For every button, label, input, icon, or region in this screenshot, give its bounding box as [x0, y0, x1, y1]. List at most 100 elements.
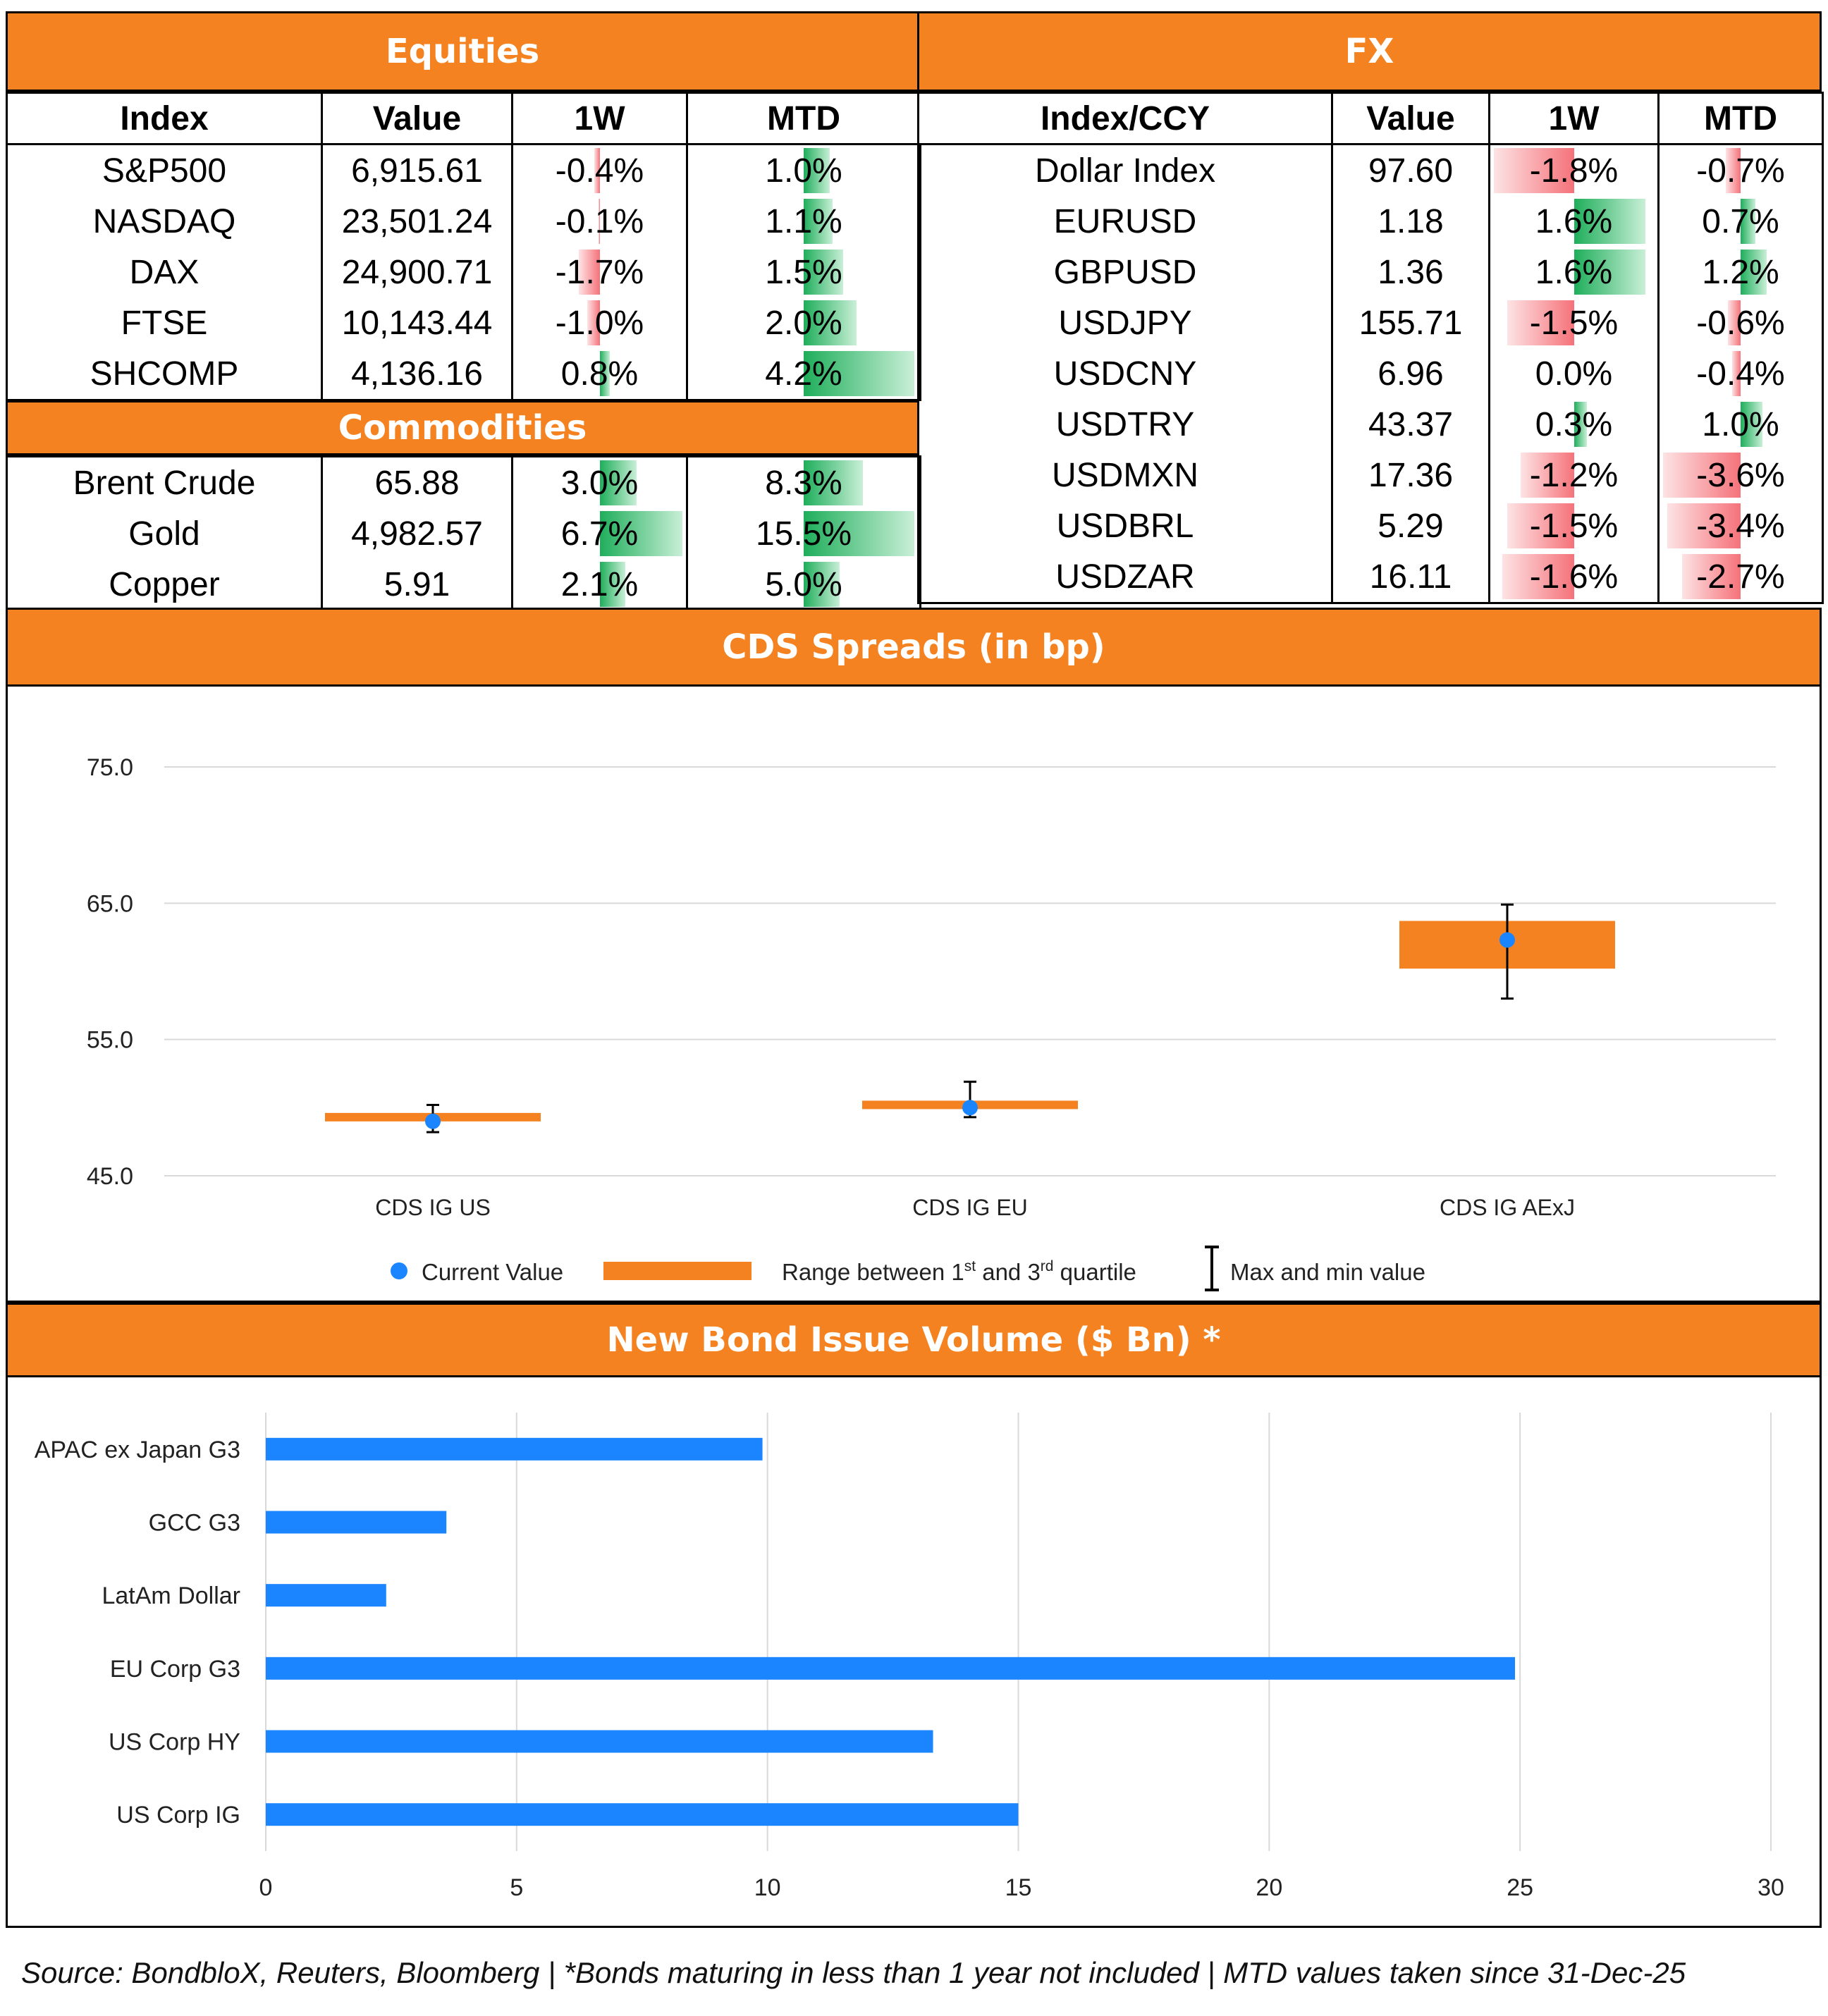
x-tick-label: CDS IG AExJ: [1440, 1195, 1575, 1220]
fx-row: USDTRY 43.37 0.3% 1.0%: [917, 399, 1824, 450]
row-mtd: -3.6%: [1696, 456, 1785, 494]
data-bar-positive: [1741, 250, 1767, 295]
row-value-cell: 1.36: [1331, 247, 1490, 297]
row-name-cell: USDCNY: [917, 348, 1333, 399]
data-bar-negative: [1662, 453, 1741, 498]
equities-title: Equities: [385, 32, 540, 71]
row-mtd-cell: 8.3%: [686, 455, 921, 508]
row-1w-cell: 1.6%: [1488, 196, 1660, 247]
bond-title: New Bond Issue Volume ($ Bn) *: [606, 1320, 1221, 1360]
fx-table: Index/CCY Value 1W MTD Dollar Index 97.60…: [917, 92, 1824, 604]
equities-header-row: Index Value 1W MTD: [6, 92, 921, 145]
row-name: USDBRL: [1056, 507, 1194, 545]
x-tick-label: CDS IG US: [375, 1195, 491, 1220]
row-1w: -1.6%: [1529, 558, 1619, 596]
row-value-cell: 16.11: [1331, 551, 1490, 604]
fx-row: USDZAR 16.11 -1.6% -2.7%: [917, 551, 1824, 604]
row-1w: 0.8%: [560, 355, 639, 393]
row-mtd-cell: 1.2%: [1657, 247, 1824, 297]
equities-row: S&P500 6,915.61 -0.4% 1.0%: [6, 143, 921, 196]
row-name-cell: S&P500: [6, 143, 323, 196]
bar: [266, 1803, 1019, 1826]
fx-row: USDJPY 155.71 -1.5% -0.6%: [917, 297, 1824, 348]
cds-chart-panel: 75.0 65.0 55.0 45.0 CDS IG US CDS IG EU CDS IG…: [6, 684, 1822, 1303]
row-name-cell: EURUSD: [917, 196, 1333, 247]
row-mtd-cell: 5.0%: [686, 559, 921, 612]
data-bar-positive: [599, 562, 626, 607]
row-1w-cell: 1.6%: [1488, 247, 1660, 297]
row-value: 17.36: [1368, 456, 1454, 494]
row-mtd-cell: 1.1%: [686, 196, 921, 247]
data-bar-negative: [1507, 503, 1574, 548]
x-tick-label: 30: [1758, 1874, 1784, 1901]
row-value-cell: 1.18: [1331, 196, 1490, 247]
bar: [266, 1657, 1516, 1680]
data-bar-negative: [1507, 300, 1574, 345]
row-name: S&P500: [102, 152, 227, 190]
row-name: NASDAQ: [92, 202, 236, 240]
data-bar-positive: [804, 351, 915, 396]
row-1w-cell: -1.6%: [1488, 551, 1660, 604]
row-value-cell: 65.88: [321, 455, 513, 508]
row-name-cell: SHCOMP: [6, 348, 323, 401]
row-1w-cell: 2.1%: [511, 559, 688, 612]
commodities-table: Brent Crude 65.88 3.0% 8.3% Gold 4,982.57 6.7%…: [6, 455, 921, 612]
col-index: Index: [6, 92, 323, 145]
row-value-cell: 17.36: [1331, 450, 1490, 500]
row-mtd: -3.4%: [1696, 507, 1785, 545]
row-mtd-cell: 4.2%: [686, 348, 921, 401]
equities-row: NASDAQ 23,501.24 -0.1% 1.1%: [6, 196, 921, 247]
row-value-cell: 24,900.71: [321, 247, 513, 297]
row-value-cell: 23,501.24: [321, 196, 513, 247]
row-1w: -0.4%: [555, 152, 644, 190]
col-index-ccy: Index/CCY: [917, 92, 1333, 145]
y-tick-label: 65.0: [87, 890, 133, 917]
y-category-label: EU Corp G3: [110, 1656, 240, 1683]
equities-header: Equities: [6, 11, 919, 92]
row-1w: 2.1%: [560, 565, 639, 603]
row-value-cell: 43.37: [1331, 399, 1490, 450]
data-bar-positive: [804, 511, 915, 556]
bar: [266, 1511, 447, 1534]
row-1w-cell: -1.7%: [511, 247, 688, 297]
row-1w: -1.8%: [1529, 152, 1619, 190]
commodities-title: Commodities: [338, 408, 587, 448]
row-value-cell: 97.60: [1331, 143, 1490, 196]
fx-row: USDBRL 5.29 -1.5% -3.4%: [917, 500, 1824, 551]
data-bar-negative: [594, 148, 600, 193]
row-name: Gold: [128, 515, 200, 553]
fx-row: GBPUSD 1.36 1.6% 1.2%: [917, 247, 1824, 297]
data-bar-negative: [1520, 453, 1574, 498]
col-value: Value: [321, 92, 513, 145]
row-1w: 0.0%: [1535, 355, 1613, 393]
cds-title: CDS Spreads (in bp): [722, 627, 1105, 667]
row-name-cell: FTSE: [6, 297, 323, 348]
y-tick-label: 55.0: [87, 1027, 133, 1054]
row-mtd: 5.0%: [765, 565, 842, 603]
row-value: 6,915.61: [351, 152, 483, 190]
row-name: FTSE: [121, 304, 208, 342]
row-1w: -1.5%: [1529, 304, 1619, 342]
row-mtd-cell: -3.4%: [1657, 500, 1824, 551]
fx-title: FX: [1344, 32, 1394, 71]
row-mtd: 1.0%: [1702, 405, 1779, 443]
col-1w: 1W: [1488, 92, 1660, 145]
row-1w: -1.0%: [555, 304, 644, 342]
row-mtd: 1.5%: [765, 253, 842, 291]
bar: [266, 1584, 386, 1607]
data-bar-positive: [1574, 250, 1645, 295]
row-1w: 0.3%: [1535, 405, 1613, 443]
row-value: 43.37: [1368, 405, 1454, 443]
equities-row: DAX 24,900.71 -1.7% 1.5%: [6, 247, 921, 297]
row-1w-cell: 0.3%: [1488, 399, 1660, 450]
row-1w-cell: 0.0%: [1488, 348, 1660, 399]
row-1w: -0.1%: [555, 202, 644, 240]
row-name-cell: NASDAQ: [6, 196, 323, 247]
data-bar-negative: [1727, 300, 1741, 345]
x-tick-label: 15: [1005, 1874, 1032, 1901]
row-name: USDJPY: [1058, 304, 1192, 342]
row-name: SHCOMP: [90, 355, 239, 393]
row-name-cell: Dollar Index: [917, 143, 1333, 196]
source-footnote: Source: BondbloX, Reuters, Bloomberg | *…: [21, 1956, 1686, 1989]
y-category-label: US Corp HY: [109, 1729, 240, 1756]
